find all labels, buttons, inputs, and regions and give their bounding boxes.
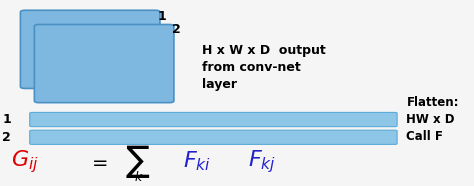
Text: $=$: $=$ (88, 152, 108, 171)
Text: 1: 1 (2, 113, 11, 126)
FancyBboxPatch shape (35, 25, 174, 103)
Text: 2: 2 (172, 23, 180, 36)
Text: 1: 1 (158, 10, 166, 23)
Text: H x W x D  output
from conv-net
layer: H x W x D output from conv-net layer (202, 44, 326, 91)
Text: $F_{kj}$: $F_{kj}$ (248, 148, 276, 175)
FancyBboxPatch shape (20, 10, 160, 88)
Text: $G_{ij}$: $G_{ij}$ (11, 148, 39, 175)
Text: $k$: $k$ (134, 170, 144, 184)
Text: $F_{ki}$: $F_{ki}$ (183, 150, 211, 173)
FancyBboxPatch shape (30, 130, 397, 144)
Text: Flatten:
HW x D
Call F: Flatten: HW x D Call F (406, 96, 459, 143)
Text: $\sum$: $\sum$ (125, 143, 150, 180)
FancyBboxPatch shape (30, 112, 397, 127)
Text: 2: 2 (2, 131, 11, 144)
